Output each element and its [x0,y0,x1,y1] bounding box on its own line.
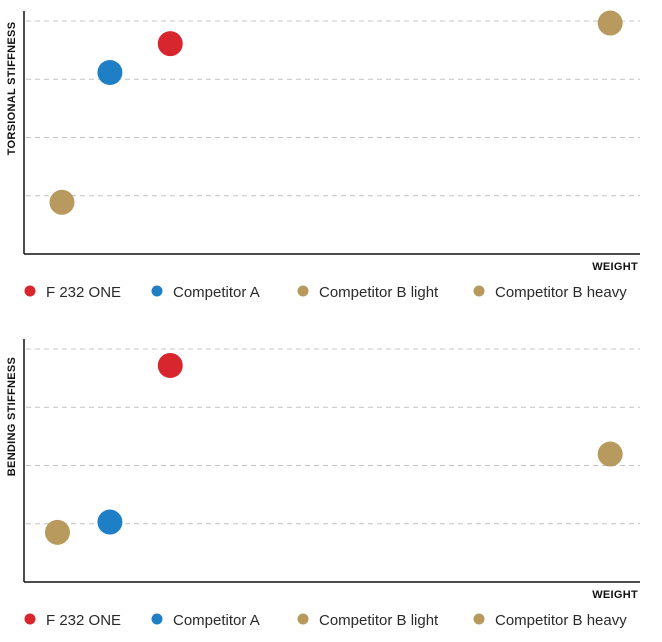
point-competitor-a [97,60,123,85]
scatter-svg: TORSIONAL STIFFNESS WEIGHT F 232 ONE Compet… [6,10,640,301]
point-competitor-b-light [44,519,70,545]
x-axis-label: WEIGHT [592,589,638,601]
legend-marker-competitor-b-heavy [473,613,485,625]
point-competitor-b-heavy [597,10,623,36]
torsional-stiffness-chart: TORSIONAL STIFFNESS WEIGHT F 232 ONE Compet… [0,0,662,312]
legend-marker-competitor-b-light [297,613,309,625]
point-competitor-b-light [49,189,75,215]
legend-label-competitor-b-heavy: Competitor B heavy [495,612,627,629]
legend-label-competitor-a: Competitor A [173,612,260,629]
y-axis-label: BENDING STIFFNESS [6,357,18,476]
legend-label-competitor-b-light: Competitor B light [319,284,439,301]
y-axis-label: TORSIONAL STIFFNESS [6,22,18,156]
legend-marker-competitor-b-light [297,285,309,297]
scatter-svg: BENDING STIFFNESS WEIGHT F 232 ONE Competit… [6,339,640,629]
bending-stiffness-chart: BENDING STIFFNESS WEIGHT F 232 ONE Competit… [0,328,662,640]
legend-marker-f-232-one [24,285,36,297]
point-competitor-a [97,509,123,535]
legend-marker-competitor-b-heavy [473,285,485,297]
legend-marker-competitor-a [151,285,163,297]
legend-label-competitor-b-light: Competitor B light [319,612,439,629]
legend-label-competitor-b-heavy: Competitor B heavy [495,284,627,301]
point-f-232-one [157,31,183,57]
legend-label-competitor-a: Competitor A [173,284,260,301]
point-competitor-b-heavy [597,441,623,467]
legend-label-f-232-one: F 232 ONE [46,612,121,629]
x-axis-label: WEIGHT [592,261,638,273]
legend-marker-competitor-a [151,613,163,625]
legend-marker-f-232-one [24,613,36,625]
legend-label-f-232-one: F 232 ONE [46,284,121,301]
point-f-232-one [157,352,183,378]
